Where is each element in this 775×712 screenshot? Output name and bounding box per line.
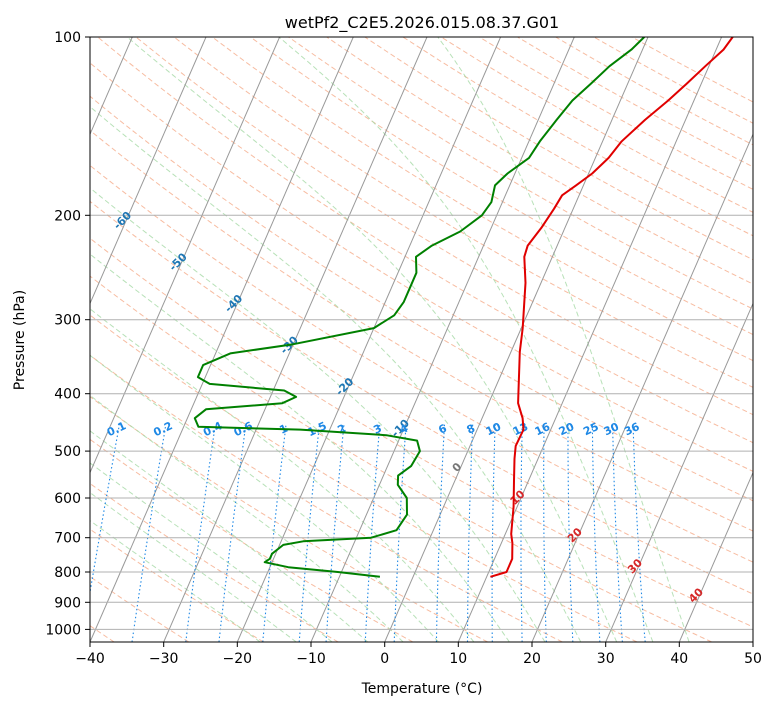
dry-adiabat xyxy=(174,37,775,642)
isotherm-label: -20 xyxy=(333,375,356,398)
y-tick-label: 900 xyxy=(54,595,81,611)
y-tick-label: 500 xyxy=(54,444,81,460)
positive-isotherm-label: 0 xyxy=(450,460,465,475)
positive-isotherm-label: 10 xyxy=(508,487,528,507)
dewpoint-profile xyxy=(195,37,645,577)
dry-adiabat xyxy=(136,37,775,642)
mixing-ratio-line xyxy=(299,424,319,642)
y-tick-label: 800 xyxy=(54,565,81,581)
dry-adiabat xyxy=(518,37,775,642)
x-tick-label: 10 xyxy=(449,651,467,667)
moist-adiabat xyxy=(438,37,689,642)
chart-title: wetPf2_C2E5.2026.015.08.37.G01 xyxy=(285,13,559,33)
y-tick-label: 100 xyxy=(54,30,81,46)
x-tick-label: 20 xyxy=(523,651,541,667)
moist-adiabat xyxy=(0,37,474,642)
isotherm-line xyxy=(0,37,59,642)
mixing-ratio-label: 20 xyxy=(557,420,577,438)
dry-adiabat xyxy=(98,37,775,642)
line-labels: -100-90-80-70-60-50-40-30-20-10010203040… xyxy=(0,40,706,606)
mixing-ratio-label: 36 xyxy=(622,420,642,438)
x-axis-ticks: −40 −30 −20 −10 0 10 20 30 40 50 xyxy=(75,642,762,667)
y-tick-label: 300 xyxy=(54,313,81,329)
isotherm-label: -80 xyxy=(0,126,23,149)
isotherm-line xyxy=(679,37,775,642)
mixing-ratio-label: 30 xyxy=(602,420,622,438)
isotherm-label: -70 xyxy=(55,167,78,190)
mixing-ratio-line xyxy=(436,424,444,642)
x-tick-label: −20 xyxy=(223,651,253,667)
dry-adiabat xyxy=(0,37,189,642)
isotherm-line xyxy=(606,37,775,642)
x-tick-label: 50 xyxy=(744,651,762,667)
x-tick-label: 30 xyxy=(597,651,615,667)
isotherm-line xyxy=(458,37,721,642)
y-tick-label: 200 xyxy=(54,208,81,224)
mixing-ratio-line xyxy=(394,424,406,642)
isotherm-line xyxy=(532,37,775,642)
x-axis-label: Temperature (°C) xyxy=(361,681,483,697)
x-tick-label: 0 xyxy=(380,651,389,667)
y-axis-ticks: 100 200 300 400 500 600 700 800 900 1000 xyxy=(45,30,90,638)
mixing-ratio-line xyxy=(365,424,380,642)
dry-adiabat xyxy=(594,37,775,642)
isotherm-line xyxy=(0,37,206,642)
x-tick-label: 40 xyxy=(670,651,688,667)
mixing-ratio-line xyxy=(492,424,495,642)
mixing-ratio-label: 6 xyxy=(436,422,449,437)
mixing-ratio-label: 25 xyxy=(581,420,600,438)
mixing-ratio-line xyxy=(592,424,600,642)
dry-adiabat xyxy=(365,37,775,642)
isotherm-line xyxy=(311,37,574,642)
mixing-ratio-line xyxy=(82,424,120,642)
x-tick-label: −10 xyxy=(296,651,326,667)
y-tick-label: 400 xyxy=(54,387,81,403)
dry-adiabat xyxy=(632,37,775,642)
dry-adiabat xyxy=(0,37,488,642)
x-tick-label: −30 xyxy=(149,651,179,667)
mixing-ratio-line xyxy=(326,424,344,642)
y-tick-label: 600 xyxy=(54,491,81,507)
mixing-ratio-line xyxy=(219,424,246,642)
mixing-ratio-line xyxy=(613,424,623,642)
mixing-ratio-line xyxy=(468,424,473,642)
dry-adiabat xyxy=(289,37,775,642)
isotherm-label: -40 xyxy=(222,292,245,315)
isotherm-label: -50 xyxy=(167,250,190,273)
temperature-profile xyxy=(490,37,732,577)
mixing-ratio-label: 0.2 xyxy=(151,419,174,439)
isotherm-line xyxy=(753,37,775,642)
y-tick-label: 1000 xyxy=(45,622,81,638)
plot-frame xyxy=(90,37,753,642)
mixing-ratio-label: 2 xyxy=(336,422,348,437)
background-lines xyxy=(0,37,775,642)
mixing-ratio-label: 0.4 xyxy=(201,419,224,439)
y-axis-label: Pressure (hPa) xyxy=(12,290,28,390)
profile-series xyxy=(195,37,733,577)
moist-adiabat xyxy=(0,37,545,642)
isotherm-line xyxy=(385,37,648,642)
y-tick-label: 700 xyxy=(54,531,81,547)
isotherm-label: -60 xyxy=(111,209,134,232)
dry-adiabat xyxy=(0,37,712,642)
x-tick-label: −40 xyxy=(75,651,105,667)
isotherm-line xyxy=(16,37,279,642)
dry-adiabat xyxy=(556,37,775,642)
dry-adiabat xyxy=(0,37,562,642)
dry-adiabat xyxy=(0,37,264,642)
